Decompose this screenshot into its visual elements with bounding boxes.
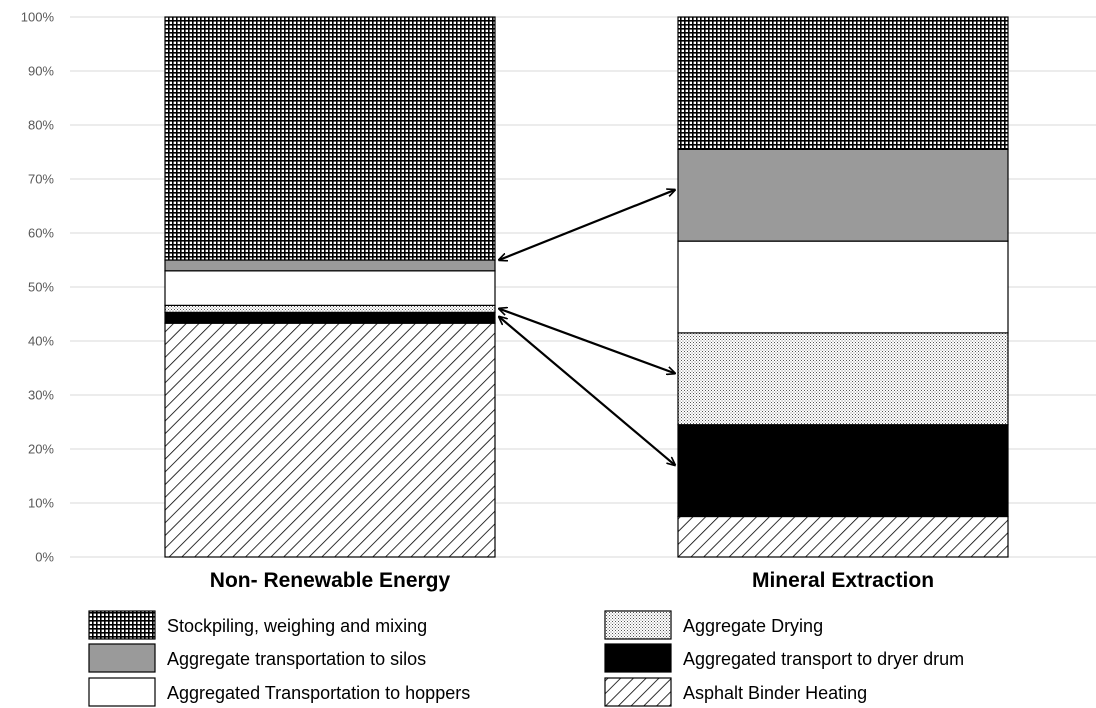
bar-segment [677,16,1009,150]
bar-segment [677,332,1009,426]
bar-segment [677,515,1009,558]
bar-segment [164,322,496,558]
y-tick-label: 90% [28,64,54,79]
legend-swatch [604,610,672,640]
legend-swatch [604,643,672,673]
y-tick-label: 60% [28,226,54,241]
y-tick-label: 80% [28,118,54,133]
y-tick-label: 100% [21,10,55,25]
annotation-arrows [499,190,675,465]
x-category-label: Mineral Extraction [752,569,934,592]
legend-swatch [88,610,156,640]
double-arrow [499,190,675,260]
legend: Stockpiling, weighing and mixing Aggregat… [88,610,964,707]
bar-segment [677,240,1009,334]
y-tick-label: 0% [35,550,54,565]
bar-segment [164,16,496,261]
legend-swatch [88,677,156,707]
bars [164,16,1009,558]
legend-swatch [604,677,672,707]
y-tick-label: 20% [28,442,54,457]
legend-label: Asphalt Binder Heating [683,683,867,703]
bar-segment [164,270,496,306]
bar-segment [164,259,496,272]
y-axis-ticks: 0% 10% 20% 30% 40% 50% 60% 70% 80% 90% 100% [21,10,55,565]
y-tick-label: 70% [28,172,54,187]
y-tick-label: 10% [28,496,54,511]
bar-segment [164,311,496,324]
legend-label: Aggregate transportation to silos [167,649,426,669]
bar-segment [677,148,1009,242]
bar-segment [164,304,496,313]
y-tick-label: 40% [28,334,54,349]
legend-label: Aggregate Drying [683,616,823,636]
double-arrow [499,317,675,466]
x-category-label: Non- Renewable Energy [210,569,451,592]
y-tick-label: 30% [28,388,54,403]
legend-label: Aggregated Transportation to hoppers [167,683,470,703]
legend-label: Aggregated transport to dryer drum [683,649,964,669]
y-tick-label: 50% [28,280,54,295]
legend-swatch [88,643,156,673]
x-axis-labels: Non- Renewable Energy Mineral Extraction [210,569,934,592]
bar-segment [677,424,1009,518]
legend-label: Stockpiling, weighing and mixing [167,616,427,636]
